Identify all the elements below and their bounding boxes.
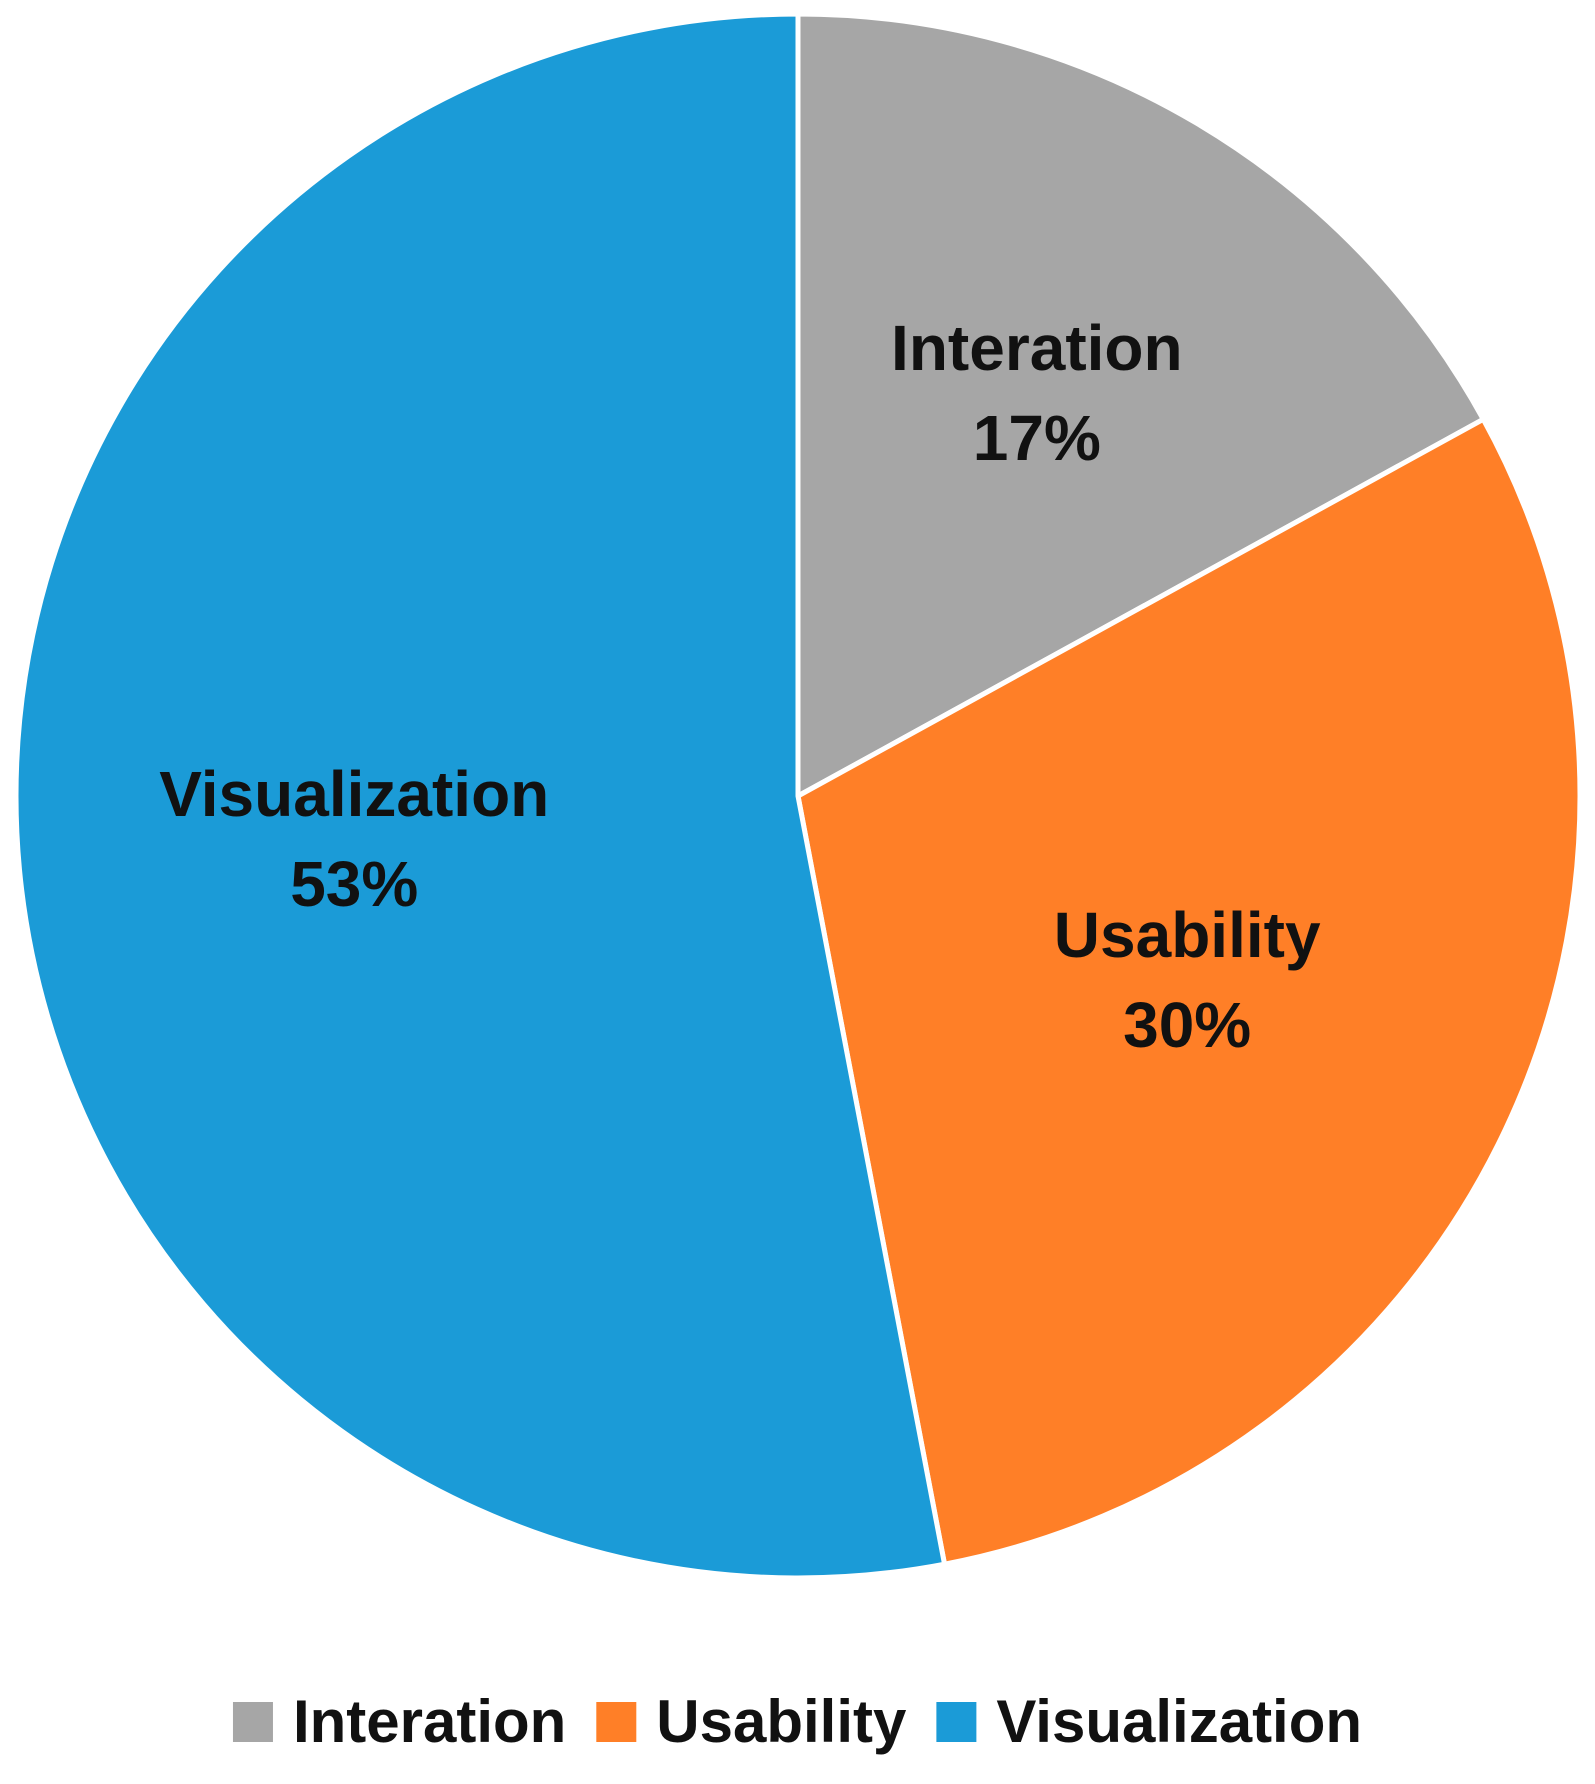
slice-usability: [795, 415, 1583, 1568]
pie-slices: [13, 11, 1583, 1581]
slice-label-usability: Usability: [1054, 899, 1321, 971]
slice-interation: [795, 11, 1487, 801]
slice-value-visualization: 53%: [290, 848, 418, 920]
slice-visualization: [13, 11, 948, 1581]
legend-label-visualization: Visualization: [996, 1688, 1362, 1755]
legend-label-interation: Interation: [293, 1688, 566, 1755]
slice-label-interation: Interation: [891, 312, 1183, 384]
slice-label-visualization: Visualization: [159, 758, 549, 830]
legend-swatch-interation: [232, 1702, 273, 1742]
slice-value-interation: 17%: [973, 402, 1101, 474]
slice-labels: Interation 17% Usability 30% Visualization 53…: [159, 312, 1321, 1061]
legend: Interation Usability Visualization: [232, 1688, 1362, 1755]
legend-label-usability: Usability: [656, 1688, 907, 1755]
legend-swatch-visualization: [936, 1702, 977, 1742]
slice-value-usability: 30%: [1123, 989, 1251, 1061]
legend-swatch-usability: [596, 1702, 637, 1742]
